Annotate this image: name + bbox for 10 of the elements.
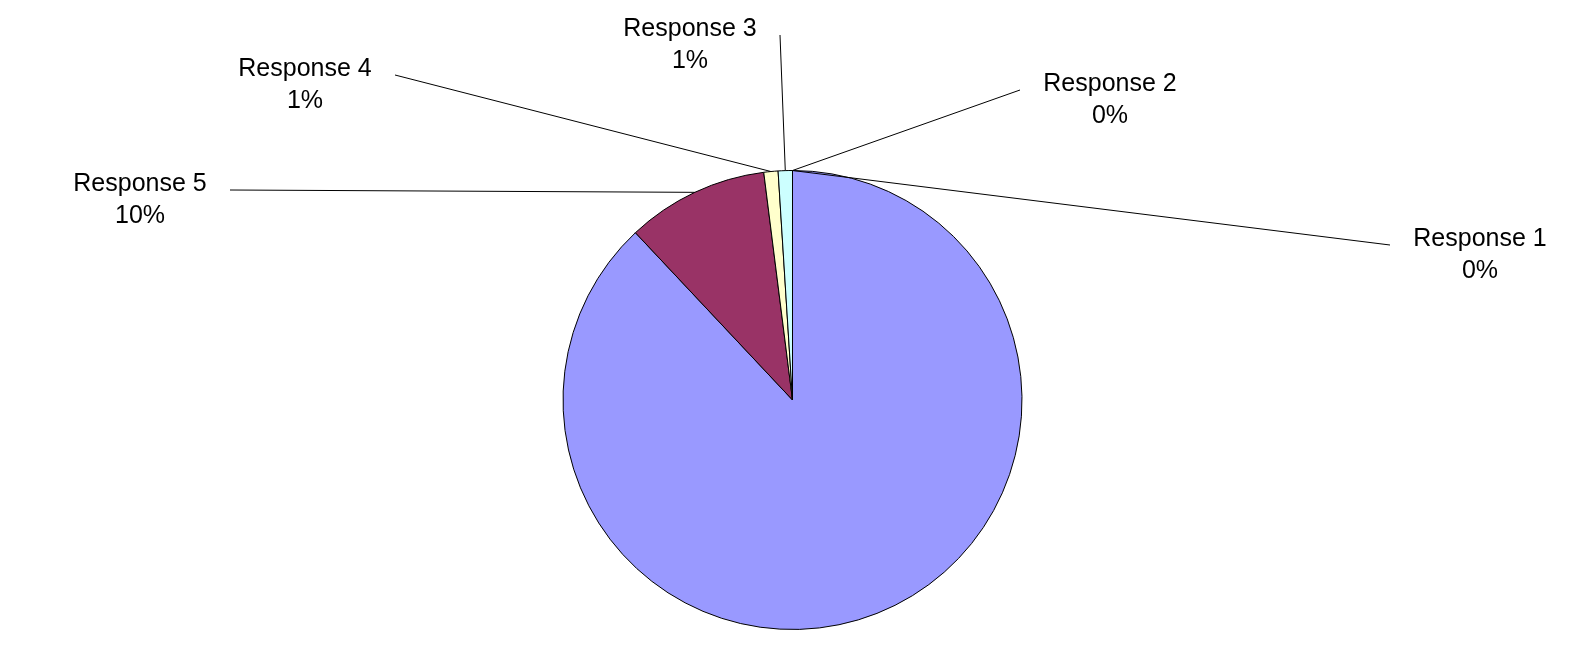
slice-label: Response 3 — [623, 12, 757, 41]
category-label: Response 1 — [1413, 222, 1547, 251]
slice-label: Response 4 — [238, 52, 372, 81]
text: 0% — [1091, 99, 1129, 128]
category-label: Response 2 — [1043, 67, 1177, 96]
data-label: 10% — [114, 199, 166, 228]
data-label: 1% — [286, 84, 324, 113]
text: 0% — [1461, 254, 1499, 283]
data-label: 1% — [671, 44, 709, 73]
slice-label: Response 5 — [73, 167, 207, 196]
